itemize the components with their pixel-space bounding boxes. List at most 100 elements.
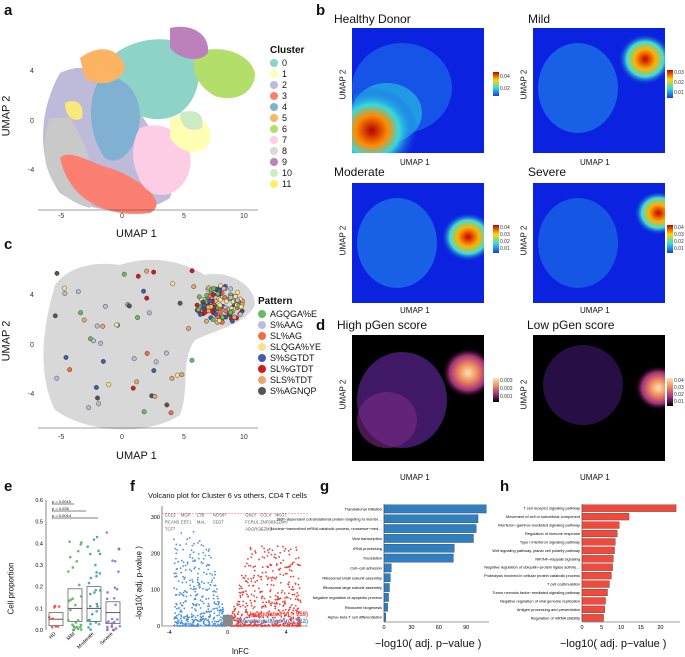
f-point-down — [203, 571, 205, 574]
f-point-down — [186, 615, 189, 618]
f-point-up — [263, 621, 265, 624]
f-point-up — [254, 623, 257, 626]
f-point-down — [201, 562, 204, 565]
pattern-point — [210, 292, 216, 297]
e-point — [77, 583, 81, 587]
e-point — [117, 547, 121, 551]
f-point-down — [179, 621, 182, 624]
f-point-up — [238, 587, 241, 590]
f-point-up — [276, 602, 278, 605]
f-point-down — [192, 530, 195, 533]
f-point-down — [202, 551, 205, 554]
f-gene-label: FCRL6 — [245, 520, 259, 525]
f-point-down — [214, 624, 217, 627]
f-point-down — [209, 583, 212, 586]
panel-b-legend-severe — [667, 225, 673, 253]
f-point-down — [175, 575, 178, 578]
f-point-down — [194, 603, 196, 606]
f-point-up — [297, 594, 300, 597]
f-point-up — [286, 622, 289, 625]
f-gene-label: GZMB — [260, 527, 272, 532]
f-point-down — [196, 576, 199, 579]
f-point-down — [216, 607, 218, 610]
legend-label: S%SGTDT — [270, 353, 315, 363]
f-point-up — [242, 600, 245, 603]
f-point-up — [266, 555, 269, 557]
e-point — [105, 621, 108, 625]
f-point-up — [282, 600, 284, 603]
f-point-down — [180, 619, 183, 622]
f-point-up — [269, 589, 272, 591]
pattern-point — [237, 311, 243, 317]
pattern-point — [207, 298, 213, 304]
pattern-point — [169, 375, 175, 381]
pattern-point — [221, 286, 227, 292]
f-point-ns — [227, 622, 229, 625]
f-point-up — [269, 614, 272, 617]
legend-swatch — [258, 332, 266, 340]
f-point-down — [220, 618, 222, 621]
f-point-down — [190, 549, 193, 552]
f-point-down — [190, 625, 193, 627]
f-point-down — [215, 603, 218, 606]
f-point-up — [260, 597, 263, 600]
f-point-down — [186, 591, 188, 594]
f-point-up — [252, 584, 255, 587]
f-point-down — [199, 599, 202, 602]
pattern-point — [93, 385, 99, 390]
e-ytick: 0.1 — [35, 606, 43, 612]
f-point-up — [298, 587, 301, 590]
bar — [383, 602, 388, 612]
bar — [383, 583, 390, 592]
f-point-up — [279, 551, 282, 554]
f-point-up — [254, 621, 257, 623]
pattern-point — [121, 271, 127, 277]
panel-b-legend-val: 0.02 — [500, 86, 510, 92]
f-point-up — [236, 617, 239, 620]
e-point — [110, 617, 114, 621]
panel-b-legend-val: 0.02 — [500, 239, 510, 245]
panel-c-ylabel: UMAP 2 — [0, 320, 13, 362]
panel-h-barchart: T cell receptor signaling pathway Movemen… — [484, 504, 680, 631]
panel-d-letter: d — [316, 317, 326, 334]
f-point-down — [218, 606, 221, 608]
f-point-up — [234, 607, 237, 610]
f-point-up — [289, 622, 292, 625]
pattern-point — [81, 317, 87, 323]
f-point-up — [253, 605, 256, 608]
f-point-up — [267, 576, 270, 579]
f-point-up — [264, 604, 267, 607]
e-box — [86, 586, 102, 622]
f-point-up — [250, 580, 253, 583]
f-point-down — [212, 597, 215, 600]
f-point-up — [244, 590, 247, 593]
panel-h-xlabel: −log10( adj. p−value ) — [560, 638, 667, 650]
pattern-point — [151, 368, 157, 373]
legend-label: 2 — [282, 80, 288, 90]
bar-label: Negative regulation of ubiquitin−protein… — [484, 565, 580, 570]
f-point-down — [200, 561, 203, 564]
f-point-down — [207, 550, 210, 552]
f-point-down — [177, 580, 180, 583]
bar — [581, 588, 608, 597]
panel-d-ylabel: UMAP 2 — [338, 379, 348, 410]
f-point-up — [233, 610, 236, 612]
f-point-up — [254, 552, 257, 554]
f-point-down — [184, 600, 187, 603]
e-point — [54, 625, 58, 628]
f-point-down — [202, 602, 205, 605]
f-point-ns — [226, 621, 228, 624]
f-point-up — [287, 615, 290, 618]
f-point-up — [269, 563, 271, 566]
legend-swatch — [258, 376, 266, 384]
e-xtick: Mild — [66, 631, 77, 642]
f-point-down — [192, 624, 195, 627]
pattern-point — [228, 286, 234, 292]
f-point-down — [181, 594, 184, 596]
f-point-down — [184, 569, 187, 571]
f-point-down — [198, 540, 201, 542]
f-point-down — [211, 620, 214, 623]
f-point-down — [195, 603, 198, 606]
f-point-down — [202, 615, 204, 618]
f-point-ns — [223, 625, 226, 627]
